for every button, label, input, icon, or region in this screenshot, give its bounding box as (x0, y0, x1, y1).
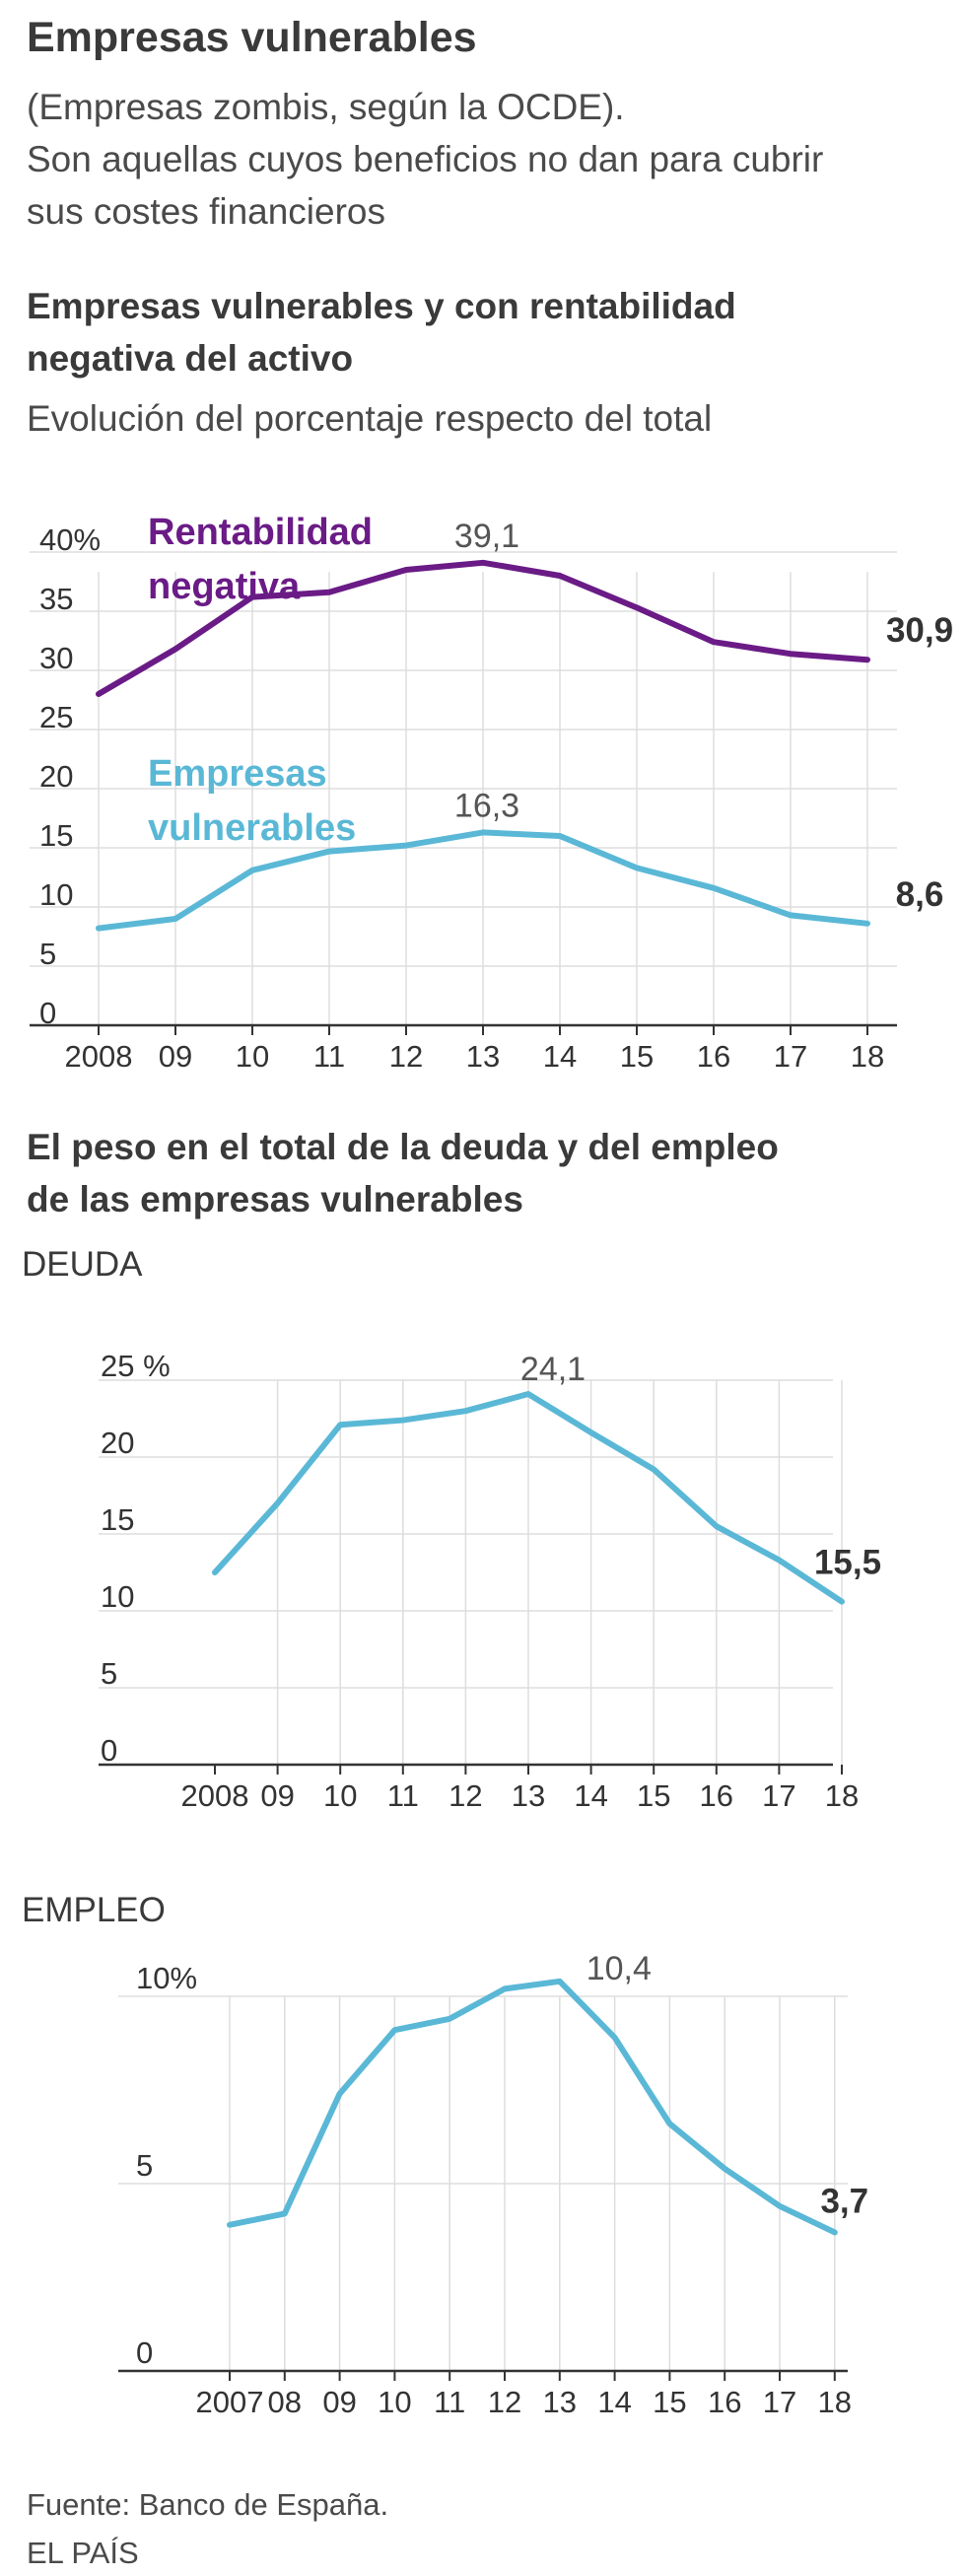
deuda-section-label: DEUDA (22, 1245, 143, 1284)
chart3-svg: 10% 5 0 2007 08 09 10 11 12 13 14 15 16 17 18 10,4 3,7 (118, 1950, 868, 2419)
chart2-svg: 25 % 20 15 10 5 0 2008 09 10 11 12 13 14 15 16 17 18 24,1… (99, 1349, 881, 1813)
chart2-ytick-label: 5 (101, 1656, 117, 1691)
chart1-ytick-label: 5 (39, 937, 56, 971)
chart1-series-label: negativa (148, 566, 301, 607)
chart2-xtick-label: 18 (825, 1778, 859, 1813)
chart1-xtick-label: 15 (620, 1039, 654, 1074)
chart2-xtick-label: 13 (512, 1778, 545, 1813)
subtitle-line-1: (Empresas zombis, según la OCDE). (27, 87, 625, 127)
chart2-xtick-label: 12 (448, 1778, 482, 1813)
chart1-subtitle: Evolución del porcentaje respecto del to… (27, 398, 713, 439)
chart1-ytick-label: 40% (39, 522, 101, 557)
chart3-xtick-label: 2007 (196, 2385, 264, 2419)
chart1-ytick-label: 15 (39, 818, 73, 853)
chart2-peak-label: 24,1 (520, 1351, 586, 1388)
chart1-series-label: Empresas (148, 753, 327, 795)
chart1-series-line-rentabilidad (96, 559, 870, 697)
chart1-end-label: 8,6 (896, 875, 944, 914)
chart2-xtick-label: 16 (700, 1778, 733, 1813)
chart1-peak-label: 16,3 (454, 787, 519, 824)
chart1-title-line-1: Empresas vulnerables y con rentabilidad (27, 286, 736, 326)
chart1-ytick-label: 20 (39, 759, 73, 794)
chart3-ytick-label: 5 (136, 2148, 153, 2183)
chart2-xtick-label: 17 (762, 1778, 795, 1813)
chart1-series-label: vulnerables (148, 807, 356, 849)
chart1-xtick-label: 17 (774, 1039, 807, 1074)
empleo-section-label: EMPLEO (22, 1891, 166, 1929)
chart3-ytick-label: 10% (136, 1961, 197, 1995)
chart3-end-label: 3,7 (820, 2182, 868, 2220)
chart1-xtick-label: 14 (543, 1039, 577, 1074)
chart2-series-line-deuda (212, 1391, 845, 1605)
chart1-svg: 40% 35 30 25 20 15 10 5 0 2008 09 10 11 12 13 14 15 16 17 1… (30, 512, 953, 1074)
chart3-xtick-label: 09 (322, 2385, 356, 2419)
chart1-series-label: Rentabilidad (148, 512, 373, 553)
chart3-xtick-label: 14 (597, 2385, 631, 2419)
chart1-xtick-label: 11 (313, 1039, 345, 1074)
chart2-ytick-label: 25 % (101, 1349, 171, 1383)
chart1-title-line-2: negativa del activo (27, 338, 354, 379)
chart1-ytick-label: 35 (39, 582, 73, 616)
chart1-ytick-label: 0 (39, 996, 56, 1030)
chart3-peak-label: 10,4 (586, 1950, 652, 1987)
chart3-xtick-label: 12 (488, 2385, 521, 2419)
chart1-peak-label: 39,1 (454, 518, 519, 555)
subtitle-line-2: Son aquellas cuyos beneficios no dan par… (27, 139, 824, 179)
chart2-ytick-label: 10 (101, 1579, 134, 1614)
chart3-xtick-label: 17 (763, 2385, 796, 2419)
chart2-ytick-label: 0 (101, 1733, 117, 1768)
chart1-series-line-vulnerables (96, 829, 870, 932)
chart1-xtick-label: 09 (159, 1039, 192, 1074)
chart1-end-label: 30,9 (886, 611, 953, 650)
chart3-xtick-label: 10 (378, 2385, 411, 2419)
chart3-xtick-label: 18 (818, 2385, 852, 2419)
chart1-ytick-label: 30 (39, 641, 73, 675)
chart3-xtick-label: 08 (268, 2385, 302, 2419)
chart2-xtick-label: 10 (323, 1778, 357, 1813)
subtitle-line-3: sus costes financieros (27, 191, 386, 232)
chart3-ytick-label: 0 (136, 2335, 153, 2370)
chart2-end-label: 15,5 (814, 1544, 881, 1582)
chart2-title-line-2: de las empresas vulnerables (27, 1179, 523, 1219)
chart3-xtick-label: 15 (653, 2385, 686, 2419)
page-title: Empresas vulnerables (27, 14, 477, 61)
chart1-xtick-label: 12 (389, 1039, 423, 1074)
chart1-xtick-label: 13 (466, 1039, 500, 1074)
chart1-xtick-label: 2008 (65, 1039, 133, 1074)
chart1-xtick-label: 10 (236, 1039, 269, 1074)
chart3-xtick-label: 13 (543, 2385, 577, 2419)
chart2-xtick-label: 09 (260, 1778, 294, 1813)
chart1-xtick-label: 18 (851, 1039, 884, 1074)
chart2-xtick-label: 15 (637, 1778, 670, 1813)
chart1-ytick-label: 25 (39, 700, 73, 734)
chart2-ytick-label: 15 (101, 1502, 134, 1537)
source-note: Fuente: Banco de España. (27, 2487, 389, 2522)
chart2-xtick-label: 14 (574, 1778, 607, 1813)
chart2-ytick-label: 20 (101, 1426, 134, 1460)
brand-label: EL PAÍS (27, 2536, 139, 2570)
chart1-xtick-label: 16 (697, 1039, 730, 1074)
chart3-xtick-label: 11 (434, 2385, 465, 2419)
chart2-xtick-label: 2008 (181, 1778, 249, 1813)
chart2-title-line-1: El peso en el total de la deuda y del em… (27, 1127, 779, 1167)
chart1-ytick-label: 10 (39, 877, 73, 912)
chart2-xtick-label: 11 (387, 1778, 419, 1813)
chart3-series-line-empleo (227, 1978, 838, 2236)
chart3-xtick-label: 16 (708, 2385, 741, 2419)
